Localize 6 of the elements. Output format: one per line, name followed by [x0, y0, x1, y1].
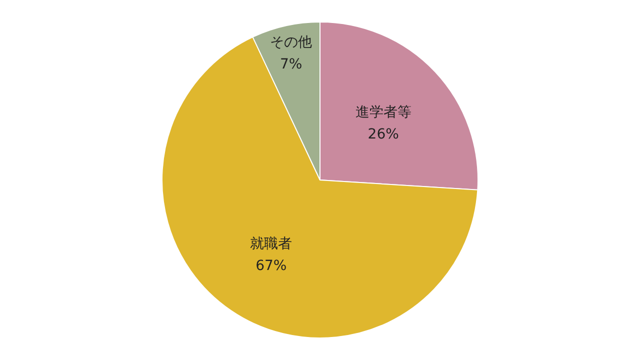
slice-label: 進学者等: [355, 104, 412, 121]
data-label: 7%: [280, 56, 302, 72]
slice-label: 就職者: [250, 236, 292, 252]
slice-label: その他: [270, 34, 312, 50]
data-label: 26%: [368, 126, 399, 143]
data-label: 67%: [256, 258, 287, 274]
